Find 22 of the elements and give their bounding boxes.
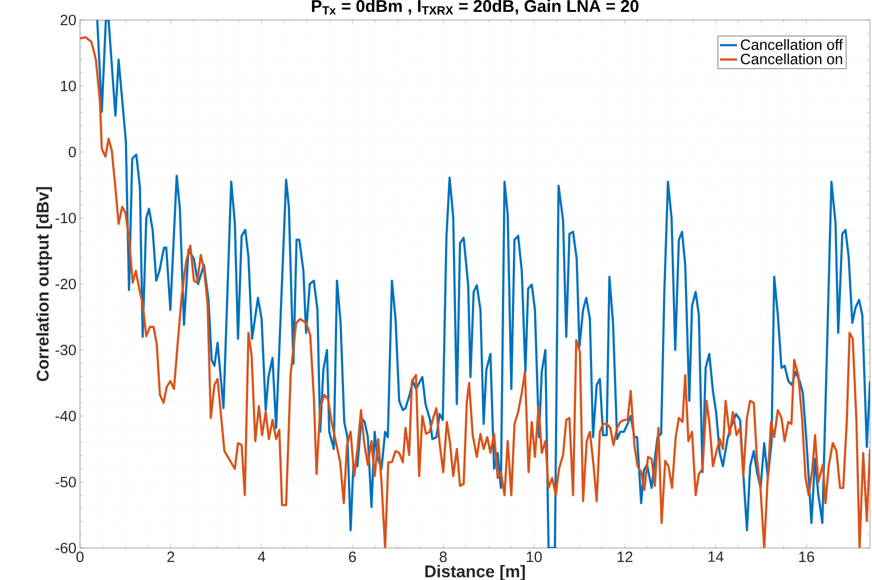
y-tick-label: -40 (56, 410, 76, 422)
x-tick-label: 10 (526, 552, 542, 562)
legend-label: Cancellation off (740, 39, 843, 50)
x-tick-label: 14 (708, 552, 724, 562)
y-tick-label: 20 (60, 14, 76, 26)
y-axis-title: Correlation output [dBv] (36, 187, 52, 382)
x-tick-label: 2 (167, 552, 174, 562)
y-tick-label: -10 (56, 212, 76, 224)
x-tick-label: 12 (618, 552, 632, 562)
x-tick-label: 0 (76, 552, 84, 562)
legend-label: Cancellation on (740, 53, 842, 64)
x-tick-label: 4 (258, 552, 266, 562)
x-tick-label: 16 (799, 552, 814, 562)
y-tick-label: -60 (56, 542, 76, 554)
chart-title: P$_{Tx}$ = 0dBm , I$_{TXRX}$ = 20dB, Gain LNA = 20 (312, 0, 638, 15)
y-tick-label: 0 (68, 146, 76, 158)
x-tick-label: 6 (349, 552, 356, 562)
y-tick-label: -20 (56, 278, 76, 290)
y-tick-label: 10 (61, 80, 76, 92)
x-tick-label: 8 (440, 552, 447, 562)
y-tick-label: -30 (56, 344, 76, 356)
y-tick-label: -50 (56, 476, 76, 488)
